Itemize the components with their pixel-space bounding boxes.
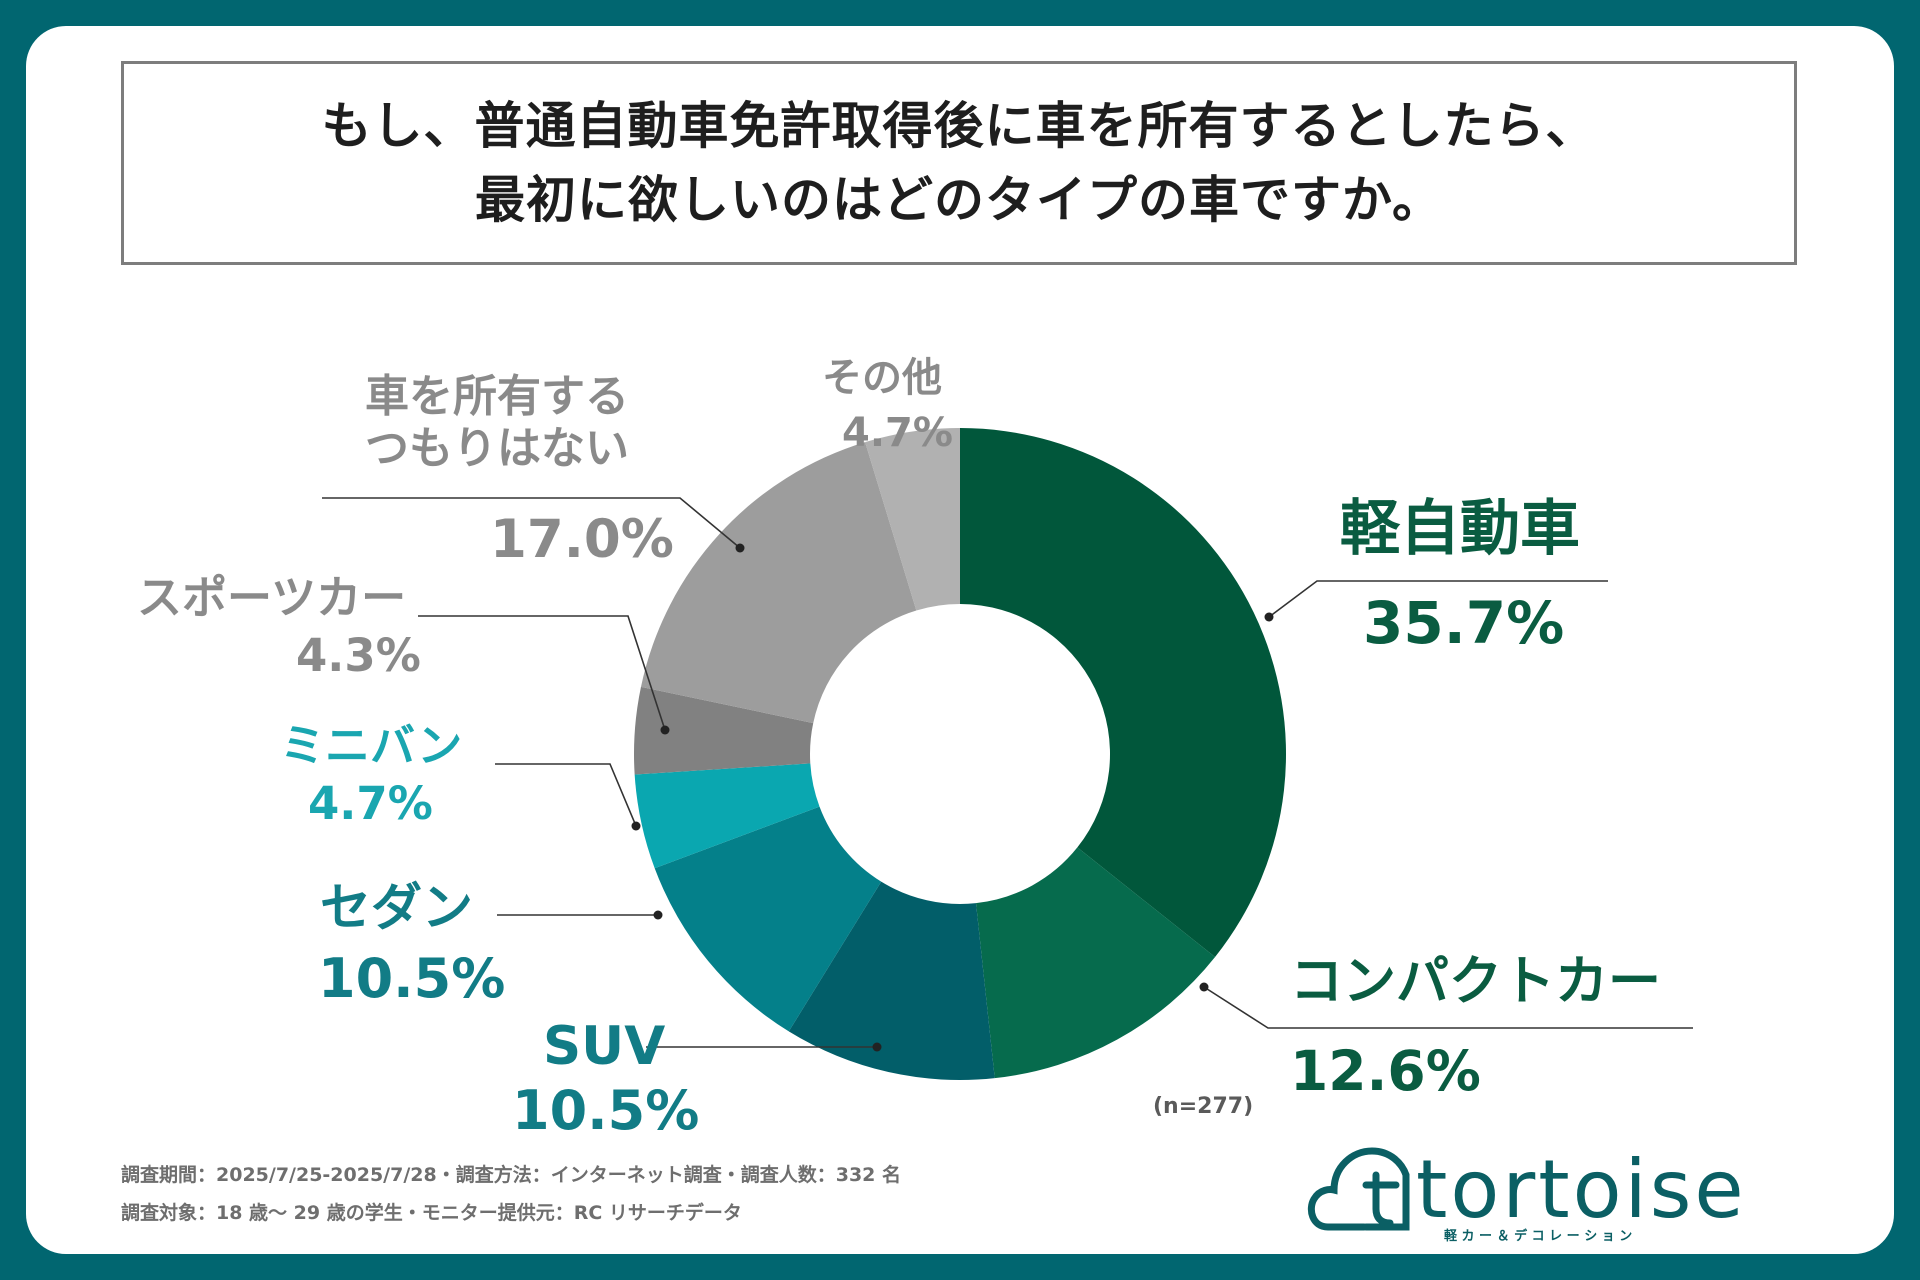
value-sports: 4.3%	[296, 629, 421, 682]
leader-line-sports	[418, 615, 666, 731]
slice-sedan	[654, 806, 882, 1032]
logo-wordmark: tortoise	[1416, 1143, 1747, 1236]
sample-size-note: (n=277)	[1153, 1094, 1254, 1119]
logo-tagline: 軽 カ ー ＆ デ コ レ ー シ ョ ン	[1444, 1228, 1632, 1244]
value-compact: 12.6%	[1290, 1039, 1481, 1103]
label-other: その他	[822, 355, 942, 401]
value-other: 4.7%	[842, 410, 953, 456]
leader-dot-sports	[660, 725, 670, 735]
value-suv: 10.5%	[512, 1079, 700, 1142]
tortoise-logo: tortoise 軽 カ ー ＆ デ コ レ ー シ ョ ン	[1307, 1143, 1747, 1244]
leader-line-minivan	[495, 763, 637, 827]
slice-suv	[788, 881, 995, 1080]
slice-other	[865, 428, 960, 611]
value-none: 17.0%	[490, 509, 674, 570]
title-line-2: 最初に欲しいのはどのタイプの車ですか。	[475, 171, 1443, 229]
title-line-1: もし、普通自動車免許取得後に車を所有するとしたら、	[321, 97, 1597, 155]
footer-survey-target: 調査対象：18 歳～ 29 歳の学生・モニター提供元：RC リサーチデータ	[121, 1202, 742, 1224]
label-suv: SUV	[543, 1016, 666, 1077]
label-none-line2: つもりはない	[365, 423, 629, 474]
leader-dot-minivan	[631, 821, 641, 831]
leader-dot-none	[735, 543, 745, 553]
value-minivan: 4.7%	[308, 777, 433, 830]
slice-kei	[960, 428, 1286, 958]
logo-cloud-icon	[1307, 1147, 1410, 1231]
label-sports: スポーツカー	[137, 571, 407, 624]
leader-line-none	[322, 497, 741, 549]
slice-compact	[975, 847, 1216, 1079]
label-none-line1: 車を所有する	[365, 371, 629, 422]
value-sedan: 10.5%	[318, 947, 506, 1010]
slice-minivan	[634, 763, 820, 869]
leader-line-compact	[1203, 986, 1693, 1029]
leader-dot-sedan	[653, 910, 663, 920]
title-box: もし、普通自動車免許取得後に車を所有するとしたら、 最初に欲しいのはどのタイプの…	[121, 61, 1797, 265]
value-kei: 35.7%	[1363, 589, 1565, 657]
leader-line-kei	[1268, 580, 1608, 618]
label-kei: 軽自動車	[1340, 494, 1580, 564]
slice-none	[640, 442, 917, 724]
leader-dot-kei	[1264, 612, 1274, 622]
label-compact: コンパクトカー	[1290, 951, 1661, 1012]
label-sedan: セダン	[320, 879, 474, 938]
leader-dot-compact	[1199, 982, 1209, 992]
slice-sports	[634, 686, 814, 775]
leader-dot-suv	[872, 1042, 882, 1052]
label-minivan: ミニバン	[280, 719, 463, 772]
footer-survey-period: 調査期間：2025/7/25-2025/7/28・調査方法：インターネット調査・…	[121, 1164, 902, 1186]
